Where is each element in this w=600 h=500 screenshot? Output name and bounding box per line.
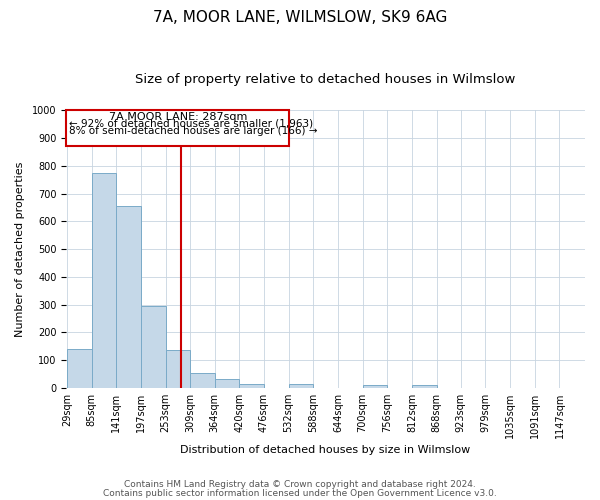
- Title: Size of property relative to detached houses in Wilmslow: Size of property relative to detached ho…: [136, 72, 516, 86]
- Bar: [166, 350, 190, 388]
- Text: 8% of semi-detached houses are larger (166) →: 8% of semi-detached houses are larger (1…: [69, 126, 317, 136]
- Text: Contains public sector information licensed under the Open Government Licence v3: Contains public sector information licen…: [103, 488, 497, 498]
- Text: ← 92% of detached houses are smaller (1,963): ← 92% of detached houses are smaller (1,…: [69, 118, 313, 128]
- Bar: [412, 385, 437, 388]
- Bar: [289, 384, 313, 388]
- Text: 7A MOOR LANE: 287sqm: 7A MOOR LANE: 287sqm: [109, 112, 247, 122]
- Bar: [116, 206, 141, 388]
- Bar: [141, 306, 166, 388]
- X-axis label: Distribution of detached houses by size in Wilmslow: Distribution of detached houses by size …: [181, 445, 471, 455]
- Bar: [190, 372, 215, 388]
- Y-axis label: Number of detached properties: Number of detached properties: [15, 162, 25, 336]
- Bar: [215, 380, 239, 388]
- Text: 7A, MOOR LANE, WILMSLOW, SK9 6AG: 7A, MOOR LANE, WILMSLOW, SK9 6AG: [153, 10, 447, 25]
- Text: Contains HM Land Registry data © Crown copyright and database right 2024.: Contains HM Land Registry data © Crown c…: [124, 480, 476, 489]
- Bar: [92, 172, 116, 388]
- Bar: [362, 385, 387, 388]
- Bar: [239, 384, 264, 388]
- Bar: [67, 349, 92, 388]
- Bar: [66, 110, 289, 146]
